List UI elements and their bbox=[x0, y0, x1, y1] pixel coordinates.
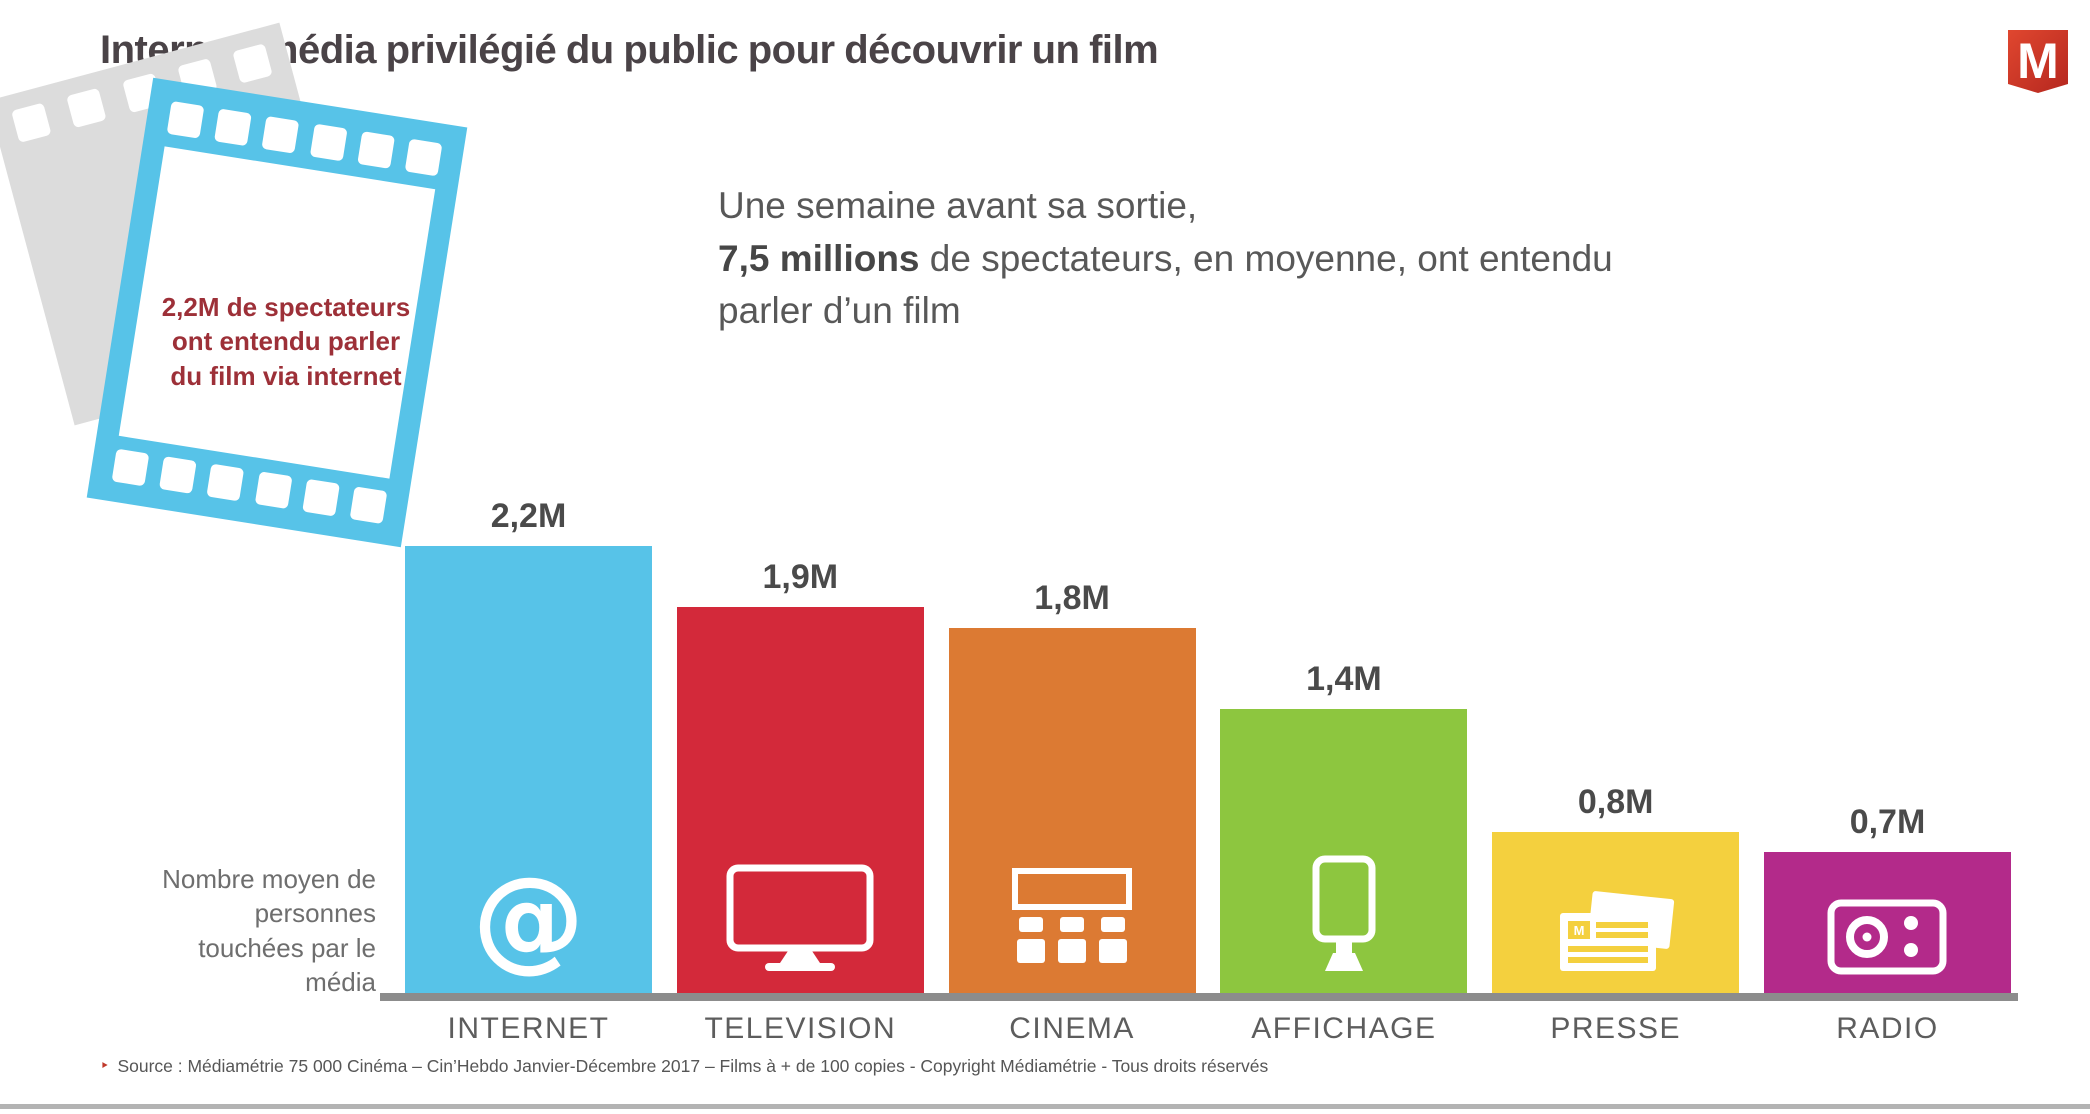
billboard-icon-svg bbox=[1312, 855, 1376, 971]
category-label-cinema: CINEMA bbox=[1009, 1012, 1135, 1045]
film-perforation bbox=[166, 100, 205, 139]
filmstrip-caption: 2,2M de spectateurs ont entendu parler d… bbox=[161, 292, 411, 391]
cinema-seats-icon-svg bbox=[1012, 868, 1133, 963]
headline: Une semaine avant sa sortie, 7,5 million… bbox=[718, 180, 1613, 338]
film-perforation bbox=[206, 463, 245, 502]
headline-line-2: 7,5 millions de spectateurs, en moyenne,… bbox=[718, 233, 1613, 286]
film-perforation bbox=[159, 456, 197, 494]
bar-value-affichage: 1,4M bbox=[1306, 660, 1382, 698]
film-perforation bbox=[301, 478, 340, 517]
headline-line-3: parler d’un film bbox=[718, 285, 1613, 338]
category-label-affichage: AFFICHAGE bbox=[1251, 1012, 1437, 1045]
radio-icon bbox=[1764, 893, 2011, 975]
logo-letter: M bbox=[2017, 33, 2059, 89]
logo-shield-shape bbox=[2008, 30, 2068, 93]
y-axis-label: Nombre moyen de personnes touchées par l… bbox=[162, 864, 376, 997]
bar-group-presse: 0,8M M bbox=[1492, 783, 1740, 995]
headline-text: de spectateurs, en moyenne, ont entendu bbox=[919, 237, 1613, 279]
headline-bold-figure: 7,5 millions bbox=[718, 237, 920, 279]
category-labels-row: INTERNET TELEVISION CINEMA AFFICHAGE PRE… bbox=[397, 1012, 2019, 1046]
bar-radio bbox=[1763, 852, 2011, 995]
film-perforation bbox=[66, 87, 107, 129]
bar-television bbox=[676, 607, 924, 995]
film-perforation bbox=[11, 102, 52, 143]
category-label-television: TELEVISION bbox=[704, 1012, 897, 1045]
category-label-internet: INTERNET bbox=[447, 1012, 610, 1045]
bar-value-television: 1,9M bbox=[762, 558, 839, 596]
bar-cinema bbox=[948, 628, 1196, 995]
film-perforation bbox=[404, 138, 443, 177]
television-icon bbox=[677, 863, 924, 975]
television-icon-svg bbox=[726, 864, 874, 971]
headline-line-1: Une semaine avant sa sortie, bbox=[718, 180, 1613, 233]
headline-text: parler d’un film bbox=[718, 290, 961, 332]
film-perforation bbox=[261, 116, 300, 154]
newspaper-monogram: M bbox=[1573, 923, 1584, 938]
film-perforation bbox=[309, 123, 348, 162]
film-perforation bbox=[254, 471, 293, 509]
bar-chart: 2,2M @ 1,9M 1,8M bbox=[397, 478, 2019, 995]
x-axis-line bbox=[380, 993, 2018, 1001]
bar-group-internet: 2,2M @ bbox=[405, 497, 652, 995]
category-label-radio: RADIO bbox=[1836, 1012, 1939, 1045]
bar-group-affichage: 1,4M bbox=[1220, 660, 1468, 995]
bar-affichage bbox=[1220, 709, 1468, 995]
source-note: ‣ Source : Médiamétrie 75 000 Cinéma – Ci… bbox=[100, 1056, 1268, 1077]
at-glyph: @ bbox=[472, 854, 585, 984]
film-perforation bbox=[349, 486, 388, 525]
bar-internet: @ bbox=[405, 546, 652, 995]
bar-presse: M bbox=[1492, 832, 1740, 995]
film-perforation bbox=[232, 43, 273, 84]
bar-value-cinema: 1,8M bbox=[1034, 579, 1110, 617]
film-perforation bbox=[357, 131, 395, 169]
newspaper-icon-svg: M bbox=[1559, 891, 1674, 971]
headline-text: Une semaine avant sa sortie, bbox=[718, 185, 1198, 226]
source-text: Source : Médiamétrie 75 000 Cinéma – Cin… bbox=[117, 1056, 1269, 1076]
bar-group-television: 1,9M bbox=[676, 558, 924, 995]
mediametrie-logo: M bbox=[2008, 30, 2068, 93]
bar-value-internet: 2,2M bbox=[490, 497, 567, 535]
bar-value-presse: 0,8M bbox=[1577, 783, 1654, 821]
bar-value-radio: 0,7M bbox=[1849, 803, 1926, 841]
billboard-icon bbox=[1220, 855, 1467, 975]
bar-group-cinema: 1,8M bbox=[948, 579, 1196, 995]
newspaper-icon: M bbox=[1492, 891, 1739, 975]
radio-icon-svg bbox=[1827, 899, 1947, 975]
bottom-divider bbox=[0, 1104, 2090, 1109]
film-perforation bbox=[111, 448, 150, 487]
at-sign-icon: @ bbox=[405, 863, 652, 975]
category-label-presse: PRESSE bbox=[1550, 1012, 1682, 1045]
cinema-seats-icon bbox=[949, 867, 1196, 975]
film-perforation bbox=[214, 108, 252, 147]
bar-group-radio: 0,7M bbox=[1763, 803, 2011, 995]
source-bullet-icon: ‣ bbox=[100, 1058, 110, 1075]
